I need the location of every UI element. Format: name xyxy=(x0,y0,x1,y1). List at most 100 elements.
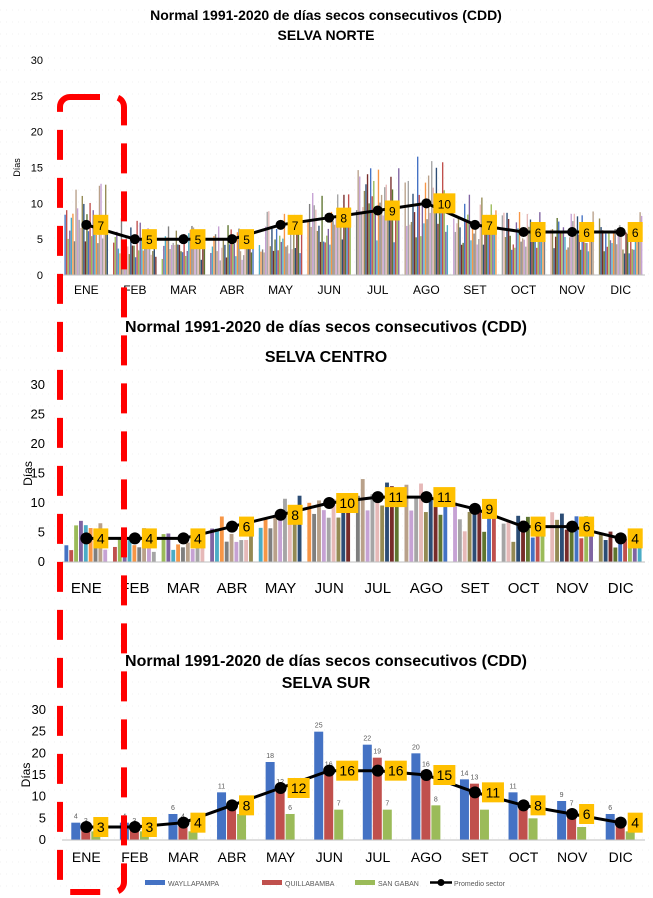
station-bar xyxy=(221,247,223,275)
station-bar xyxy=(227,225,229,275)
average-point xyxy=(177,816,190,829)
bar-data-label: 6 xyxy=(288,805,292,812)
station-bar xyxy=(515,222,518,275)
average-data-label: 5 xyxy=(195,233,202,247)
station-bar xyxy=(431,161,433,275)
station-bar xyxy=(166,533,171,562)
average-point xyxy=(81,219,92,230)
station-bar xyxy=(484,215,486,275)
station-bar xyxy=(437,223,439,275)
bar-wayllapampa xyxy=(605,814,615,840)
station-bar xyxy=(525,246,527,275)
station-bar xyxy=(564,529,569,562)
station-bar xyxy=(211,246,214,275)
bar-wayllapampa xyxy=(411,753,421,840)
average-data-label: 4 xyxy=(194,530,202,546)
station-bar xyxy=(74,525,79,562)
average-label-box xyxy=(433,193,456,214)
station-bar xyxy=(181,547,185,562)
y-tick-label: 5 xyxy=(37,234,43,246)
station-bar xyxy=(521,238,524,275)
station-bar xyxy=(141,240,143,275)
station-bar xyxy=(137,547,142,562)
station-bar xyxy=(197,237,199,275)
station-bar xyxy=(526,213,529,275)
x-tick-label: SET xyxy=(461,849,489,865)
station-bar xyxy=(178,244,181,275)
bar-data-label: 4 xyxy=(74,814,78,821)
station-bar xyxy=(420,236,422,275)
average-label-box xyxy=(239,795,255,816)
average-point xyxy=(469,219,480,230)
y-tick-label: 10 xyxy=(32,789,46,804)
station-bar xyxy=(553,248,555,275)
station-bar xyxy=(127,537,132,562)
station-bar xyxy=(493,233,496,275)
station-bar xyxy=(379,202,381,275)
average-point xyxy=(371,764,384,777)
station-bar xyxy=(357,170,359,275)
station-bar xyxy=(194,229,196,275)
x-tick-label: MAY xyxy=(266,849,296,865)
station-bar xyxy=(404,484,409,562)
station-bar xyxy=(195,233,198,275)
station-bar xyxy=(433,503,438,562)
station-bar xyxy=(423,512,428,562)
station-bar xyxy=(329,244,331,275)
station-bar xyxy=(341,504,346,562)
station-bar xyxy=(574,516,579,562)
station-bar xyxy=(312,513,317,562)
station-bar xyxy=(67,238,69,275)
station-bar xyxy=(586,243,588,275)
legend-swatch xyxy=(355,880,375,885)
average-point xyxy=(566,520,579,533)
x-tick-label: NOV xyxy=(556,580,589,597)
station-bar xyxy=(423,223,425,275)
station-bar xyxy=(374,211,377,275)
station-bar xyxy=(592,211,594,275)
station-bar xyxy=(174,244,176,275)
station-bar xyxy=(166,237,168,275)
station-bar xyxy=(252,230,254,275)
station-bar xyxy=(487,226,489,275)
station-bar xyxy=(203,247,206,275)
y-tick-label: 0 xyxy=(38,554,45,569)
station-bar xyxy=(456,223,458,275)
average-data-label: 4 xyxy=(97,530,105,546)
x-tick-label: FEB xyxy=(121,849,148,865)
chart-subtitle: SELVA SUR xyxy=(282,675,371,692)
station-bar xyxy=(477,509,482,562)
station-bar xyxy=(518,212,521,275)
station-bar xyxy=(87,231,90,275)
station-bar xyxy=(291,249,293,275)
station-bar xyxy=(89,202,91,275)
legend: WAYLLAPAMPA QUILLABAMBA SAN GABAN Promedio … xyxy=(145,879,506,888)
average-label-box xyxy=(530,222,546,242)
station-bar xyxy=(202,249,204,275)
station-bar xyxy=(509,235,511,275)
average-data-label: 5 xyxy=(243,233,250,247)
average-data-label: 11 xyxy=(389,489,404,505)
station-bar xyxy=(263,518,268,562)
average-data-label: 9 xyxy=(486,501,494,517)
station-bar xyxy=(485,230,488,275)
x-tick-label: MAR xyxy=(168,849,199,865)
station-bar xyxy=(133,245,135,275)
station-bar xyxy=(626,233,629,275)
station-bar xyxy=(501,523,506,562)
average-label-box xyxy=(190,528,206,549)
station-bar xyxy=(371,196,373,275)
average-point xyxy=(128,821,141,833)
bar-data-label: 16 xyxy=(422,762,430,769)
station-bar xyxy=(606,246,609,275)
station-bar xyxy=(419,483,423,562)
station-bar xyxy=(355,495,360,562)
station-bar xyxy=(70,217,73,275)
station-bar xyxy=(315,209,317,275)
average-data-label: 6 xyxy=(632,226,639,240)
average-label-box xyxy=(627,528,643,549)
station-bar xyxy=(319,241,322,275)
y-tick-label: 10 xyxy=(31,495,45,510)
station-bar xyxy=(598,218,601,275)
station-bar xyxy=(564,236,566,275)
